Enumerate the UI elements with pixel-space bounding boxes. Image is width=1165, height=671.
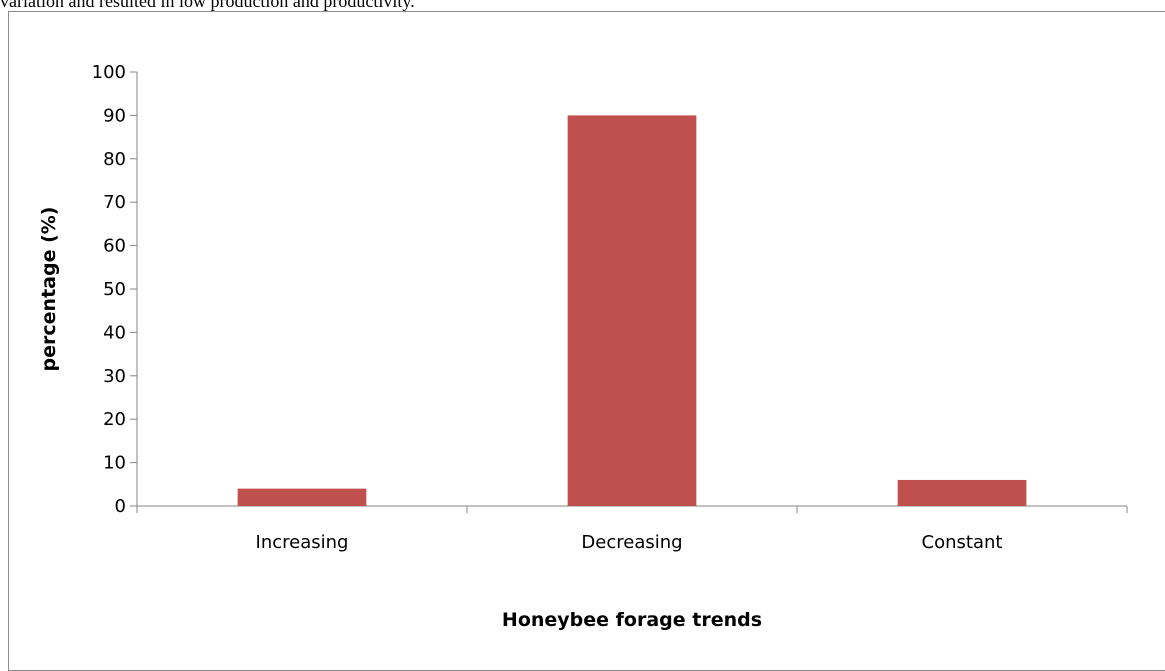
bar-decreasing [567,115,697,507]
y-tick-label: 0 [115,496,126,517]
x-tick-label: Constant [922,532,1003,553]
x-tick-label: Decreasing [581,532,682,553]
y-axis-title: percentage (%) [38,207,60,372]
y-tick-label: 30 [103,366,126,387]
x-axis-title: Honeybee forage trends [502,609,762,631]
bars [237,115,1027,507]
y-tick-label: 60 [103,236,126,257]
document-text-fragment: variation and resulted in low production… [0,0,415,11]
bar-chart: 0 10 20 30 40 50 60 70 80 90 100 Increasing Decreas… [38,62,1128,631]
y-tick-label: 10 [103,453,126,474]
y-axis: 0 10 20 30 40 50 60 70 80 90 100 [92,62,138,517]
bar-constant [897,479,1027,506]
y-tick-label: 90 [103,105,126,126]
y-tick-label: 100 [92,62,126,83]
y-tick-label: 20 [103,409,126,430]
x-tick-label: Increasing [256,532,349,553]
y-tick-label: 40 [103,322,126,343]
y-tick-label: 70 [103,192,126,213]
bar-increasing [237,488,367,506]
x-axis: Increasing Decreasing Constant [136,505,1128,553]
y-tick-label: 80 [103,149,126,170]
y-tick-label: 50 [103,279,126,300]
